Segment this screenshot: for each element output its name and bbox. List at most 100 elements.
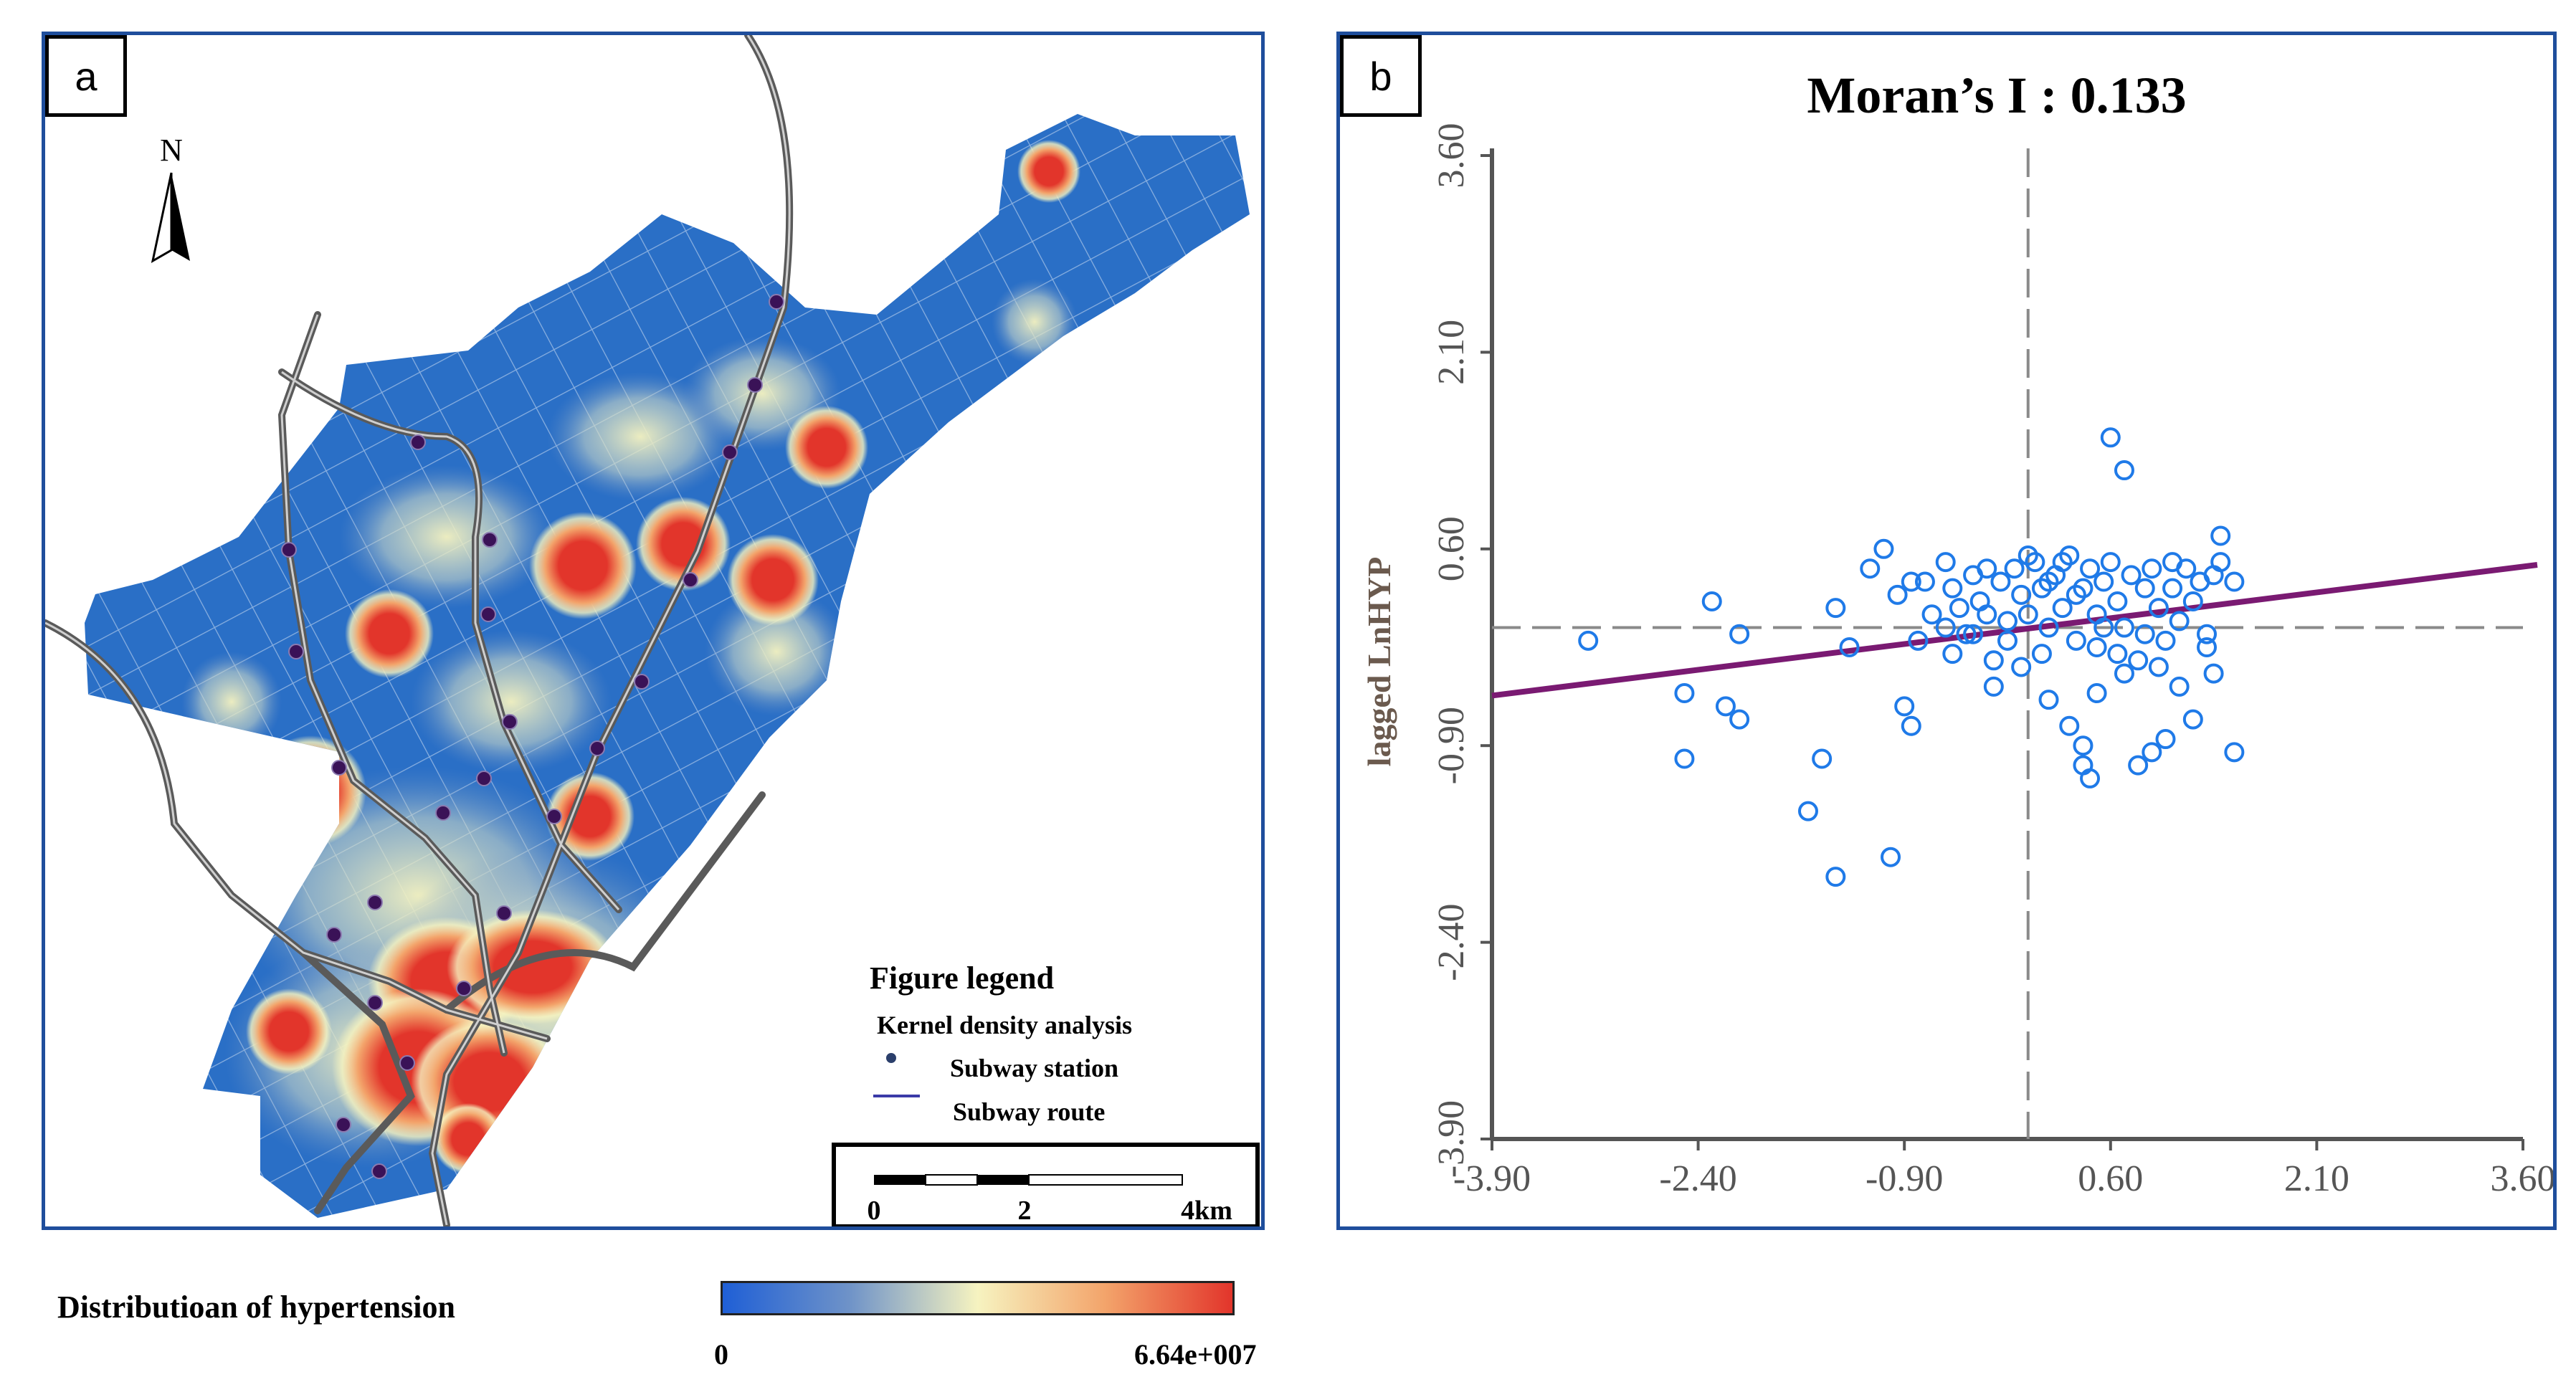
scatter-point (1977, 604, 1997, 625)
scatter-point (2114, 617, 2134, 638)
scatter-point (2100, 427, 2121, 448)
x-tick-label: 3.60 (2491, 1158, 2554, 1199)
y-tick-label: -2.40 (1431, 903, 1472, 981)
subway-station (367, 895, 383, 910)
scatter-point (2086, 637, 2107, 657)
subway-station (326, 927, 342, 943)
scatter-point (2182, 591, 2203, 611)
scatter-point (1935, 617, 1956, 638)
scatter-point (2025, 552, 2045, 573)
legend-subtitle: Kernel density analysis (877, 1011, 1132, 1039)
scatter-point (2203, 663, 2224, 684)
scatter-point (1935, 552, 1956, 573)
scatter-point (2086, 683, 2107, 704)
subway-station (722, 444, 738, 460)
scatter-point (1901, 715, 1921, 736)
scatter-point (2182, 709, 2203, 730)
scatter-point (2093, 571, 2114, 592)
scatter-point (2224, 571, 2245, 592)
scatter-point (1908, 630, 1929, 651)
scatter-point (1797, 801, 1818, 821)
scatter-point (1914, 571, 1935, 592)
scatter-point (2224, 742, 2245, 763)
subway-station (747, 377, 763, 393)
scatter-point (2128, 755, 2149, 776)
subway-station (634, 674, 650, 690)
scatter-point (1701, 591, 1722, 611)
scatter-point (2080, 558, 2101, 579)
subway-station (683, 572, 698, 588)
x-tick-label: -3.90 (1453, 1158, 1531, 1199)
scatter-point (2052, 552, 2073, 573)
scatter-point (1825, 867, 1846, 887)
scatter-point (2162, 552, 2183, 573)
scatter-point (1997, 611, 2017, 632)
scatter-point (2107, 591, 2128, 611)
scatter-point (2073, 578, 2093, 599)
scatter-point (2066, 630, 2086, 651)
axes: -3.90 -2.40 -0.90 0.60 2.10 3.60 -3.90 -2.40 -0.… (1431, 123, 2556, 1200)
subway-station (410, 434, 426, 450)
y-tick-label: -0.90 (1431, 707, 1472, 784)
scatter-point (2093, 617, 2114, 638)
colorbar-min-label: 0 (714, 1338, 728, 1371)
subway-station (476, 771, 492, 786)
morans-scatter-chart: Moran’s I : 0.133 lagged LnHYP -3.90 -2.4… (1361, 67, 2556, 1200)
scatter-point (2155, 729, 2176, 750)
scale-bar: 0 2 4km (832, 1143, 1260, 1229)
legend-station-label: Subway station (950, 1054, 1118, 1082)
subway-station (456, 981, 472, 996)
scatter-point (2017, 604, 2038, 625)
scatter-point (1729, 624, 1750, 644)
subway-station (399, 1055, 415, 1071)
scatter-point (1860, 558, 1881, 579)
north-arrow-icon (151, 172, 190, 263)
subway-station (482, 532, 498, 548)
scatter-point (2114, 460, 2134, 481)
y-tick-label: -3.90 (1431, 1100, 1472, 1178)
subway-station (502, 714, 518, 730)
subway-station (281, 542, 297, 558)
subway-station (769, 294, 784, 310)
y-tick-label: 0.60 (1431, 516, 1472, 581)
scatter-point (2100, 552, 2121, 573)
scale-tick-0: 0 (868, 1196, 881, 1226)
subway-station (371, 1163, 387, 1179)
scatter-point (2059, 715, 2080, 736)
scale-tick-2: 2 (1018, 1196, 1032, 1226)
scatter-point (2210, 525, 2231, 546)
subway-station (367, 995, 383, 1011)
density-colorbar (721, 1281, 1235, 1315)
scatter-point (2142, 742, 2162, 763)
scatter-point (2080, 768, 2101, 788)
scatter-point (2169, 611, 2190, 632)
scatter-point (1956, 624, 1977, 644)
legend-route-label: Subway route (953, 1097, 1105, 1126)
y-tick-label: 2.10 (1431, 320, 1472, 385)
legend-station-icon (886, 1053, 896, 1063)
subway-stations (281, 294, 784, 1179)
scatter-point (2038, 690, 2059, 710)
panel-b-label: b (1340, 35, 1422, 117)
subway-station (496, 905, 512, 921)
legend-title: Figure legend (870, 961, 1054, 996)
scatter-point (2011, 584, 2032, 605)
x-tick-label: 2.10 (2284, 1158, 2349, 1199)
scatter-point (1983, 650, 2004, 671)
scatter-point (1894, 696, 1915, 717)
scatter-point (1977, 558, 1997, 579)
subway-station (288, 644, 304, 659)
scatter-point (2169, 676, 2190, 697)
scatter-point (2134, 624, 2155, 644)
panel-a-label: a (45, 35, 127, 117)
scatter-point (2004, 558, 2025, 579)
subway-station (331, 760, 347, 776)
scatter-point (2107, 644, 2128, 664)
subway-station (336, 1117, 351, 1133)
chart-title: Moran’s I : 0.133 (1807, 67, 2186, 124)
scatter-point (2031, 644, 2052, 664)
scatter-point (1873, 538, 1894, 559)
scatter-point (1942, 578, 1963, 599)
regression-line (1491, 562, 2538, 699)
scatter-point (2128, 650, 2149, 671)
